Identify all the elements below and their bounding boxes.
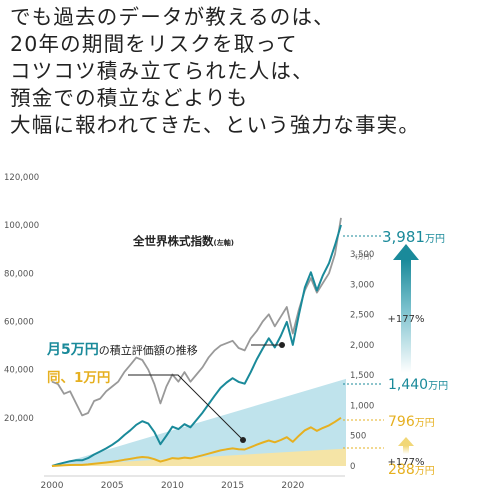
label-796-unit: 万円 bbox=[415, 418, 435, 429]
y-left-tick-label-5: 20,000 bbox=[4, 414, 34, 424]
label-796: 796万円 bbox=[388, 414, 435, 430]
label-288-unit: 万円 bbox=[415, 466, 435, 477]
monthly1-label: 同、1万円 bbox=[47, 370, 110, 386]
y-right-tick-label-7: 0 bbox=[350, 462, 355, 472]
y-left-tick-label-4: 40,000 bbox=[4, 366, 34, 376]
headline-line-4: 預金での積立などよりも bbox=[10, 86, 249, 110]
headline-line-3: コツコツ積み立てられた人は、 bbox=[10, 59, 314, 83]
index-label-suffix: (左軸) bbox=[214, 238, 234, 247]
y-axis-right: (万円)3,500 3,000 2,500 2,000 1,500 1,000 500 0 bbox=[350, 250, 374, 472]
principal-area-1man bbox=[52, 448, 346, 466]
y-left-tick-label-3: 60,000 bbox=[4, 318, 34, 328]
x-axis: 2000 2005 2010 2015 2020 bbox=[41, 475, 345, 491]
monthly1-leader-dot bbox=[240, 437, 246, 443]
y-axis-left: 120,000 100,000 80,000 60,000 40,000 20,000 bbox=[4, 173, 39, 424]
x-tick-label-2: 2010 bbox=[161, 481, 184, 491]
up-arrow-head bbox=[393, 244, 419, 260]
y-right-tick-label-2: 2,500 bbox=[350, 311, 374, 321]
principal-area-5man bbox=[52, 378, 346, 466]
label-3981-unit: 万円 bbox=[425, 234, 445, 245]
headline-line-1: でも過去のデータが教えるのは、 bbox=[10, 5, 335, 29]
y-left-tick-label-1: 100,000 bbox=[4, 221, 39, 231]
principal-areas bbox=[52, 378, 346, 466]
label-3981: 3,981万円 bbox=[382, 228, 445, 246]
monthly5-label-rest: の積立評価額の推移 bbox=[99, 343, 198, 357]
headline-line-2: 20年の期間をリスクを取って bbox=[10, 32, 298, 56]
monthly5-label-amount: 月5万円 bbox=[46, 342, 99, 358]
headline: でも過去のデータが教えるのは、 20年の期間をリスクを取って コツコツ積み立てら… bbox=[10, 4, 476, 139]
y-left-tick-label-0: 120,000 bbox=[4, 173, 39, 183]
y-right-unit: (万円) bbox=[355, 254, 372, 261]
monthly5-leader-dot bbox=[279, 342, 285, 348]
label-288: 288万円 bbox=[388, 462, 435, 478]
headline-line-5: 大幅に報われてきた、という強力な事実。 bbox=[10, 113, 421, 137]
growth-label-1man: +177% bbox=[388, 457, 425, 468]
x-tick-label-3: 2015 bbox=[221, 481, 244, 491]
label-1440: 1,440万円 bbox=[388, 377, 448, 393]
x-tick-label-4: 2020 bbox=[281, 481, 304, 491]
monthly1-leader bbox=[128, 374, 244, 441]
label-3981-value: 3,981 bbox=[382, 228, 425, 246]
monthly5-series-line bbox=[51, 224, 342, 467]
y-right-tick-label-1: 3,000 bbox=[350, 280, 374, 290]
y-right-tick-label-6: 500 bbox=[350, 432, 366, 442]
label-1440-unit: 万円 bbox=[428, 381, 448, 392]
y-left-tick-label-2: 80,000 bbox=[4, 269, 34, 279]
index-label-name: 全世界株式指数 bbox=[132, 234, 214, 248]
label-796-value: 796 bbox=[388, 414, 415, 430]
label-288-value: 288 bbox=[388, 462, 415, 478]
index-series-line bbox=[51, 217, 342, 417]
y-right-tick-label-5: 1,000 bbox=[350, 401, 374, 411]
label-1440-value: 1,440 bbox=[388, 377, 428, 393]
up-arrow-small-head bbox=[398, 437, 414, 446]
y-right-tick-label-3: 2,000 bbox=[350, 341, 374, 351]
monthly5-label: 月5万円の積立評価額の推移 bbox=[46, 342, 198, 358]
y-right-tick-label-4: 1,500 bbox=[350, 371, 374, 381]
y-right-tick-label-0: 3,500 bbox=[350, 250, 374, 260]
up-arrow-small-shaft bbox=[403, 446, 409, 454]
series-lines bbox=[51, 217, 342, 467]
x-tick-label-1: 2005 bbox=[101, 481, 124, 491]
x-tick-label-0: 2000 bbox=[41, 481, 64, 491]
monthly1-series-line bbox=[51, 416, 342, 467]
growth-label-5man: +177% bbox=[388, 314, 425, 325]
index-label: 全世界株式指数(左軸) bbox=[132, 234, 234, 248]
up-arrow-shaft bbox=[401, 260, 411, 373]
